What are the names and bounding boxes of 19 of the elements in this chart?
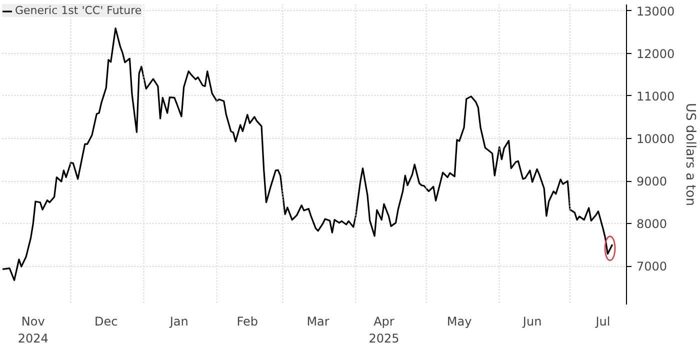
x-tick-label: Feb <box>236 314 258 328</box>
y-tick-label: 13000 <box>636 4 675 18</box>
line-series <box>2 28 614 282</box>
y-axis-title: US dollars a ton <box>682 103 698 206</box>
y-tick-label: 7000 <box>636 260 668 274</box>
y-tick-label: 11000 <box>636 89 675 104</box>
x-tick-label: Dec <box>94 314 118 328</box>
legend-label: Generic 1st 'CC' Future <box>15 4 142 17</box>
x-tick-label: Jul <box>594 314 610 328</box>
y-tick-label: 8000 <box>636 217 668 232</box>
x-tick-label: Jun <box>522 314 542 328</box>
y-tick-label: 10000 <box>636 132 675 146</box>
x-tick-label: Jan <box>168 314 188 328</box>
x-tick-label: May <box>446 314 472 328</box>
y-tick-label: 12000 <box>636 46 675 61</box>
x-tick-label: Mar <box>306 314 330 328</box>
x-tick-label: Nov 2024 <box>18 314 48 346</box>
y-tick-label: 9000 <box>636 174 668 189</box>
x-tick-label: Apr 2025 <box>368 314 400 346</box>
